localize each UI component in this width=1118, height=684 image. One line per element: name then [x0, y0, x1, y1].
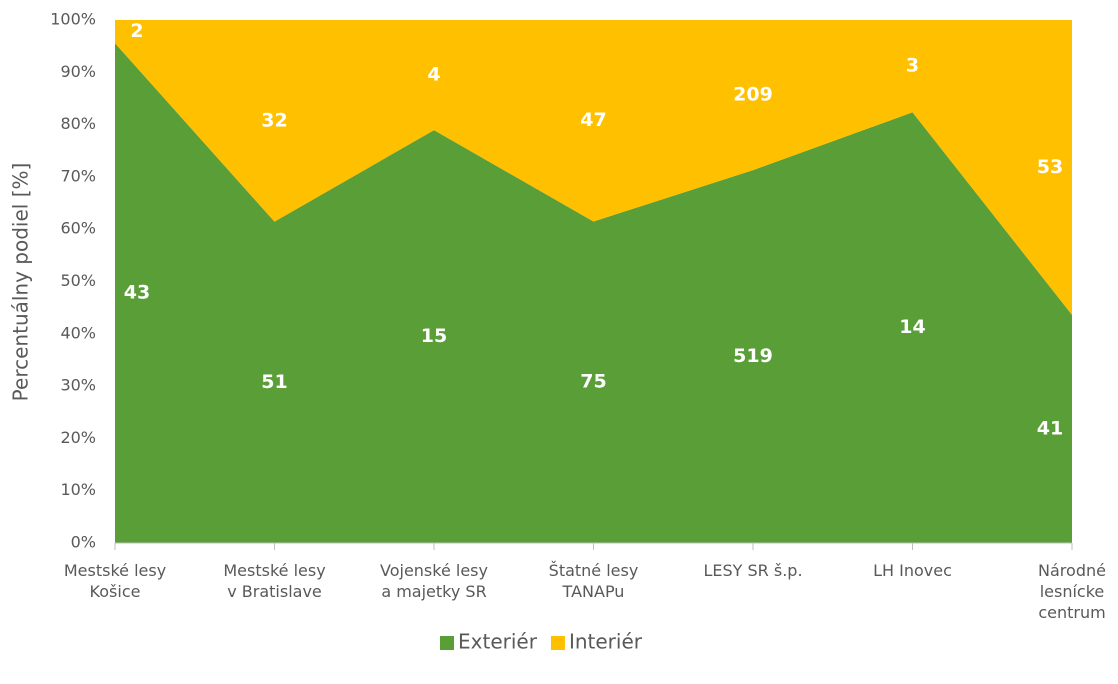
data-label: 2: [130, 20, 143, 42]
y-tick-label: 20%: [60, 428, 96, 447]
legend-label: Exteriér: [458, 630, 538, 654]
y-tick-label: 40%: [60, 323, 96, 342]
y-tick-label: 10%: [60, 480, 96, 499]
data-label: 75: [580, 371, 606, 393]
data-label: 43: [124, 282, 150, 304]
x-tick-label: LESY SR š.p.: [703, 561, 803, 580]
y-tick-label: 60%: [60, 219, 96, 238]
y-tick-label: 30%: [60, 376, 96, 395]
y-tick-label: 50%: [60, 271, 96, 290]
data-label: 14: [899, 316, 925, 338]
data-label: 15: [421, 325, 447, 347]
x-tick-label: Štatné lesy TANAPu: [548, 561, 639, 601]
data-label: 209: [733, 84, 773, 106]
legend-swatch: [440, 636, 454, 650]
data-label: 53: [1037, 156, 1063, 178]
y-tick-label: 80%: [60, 114, 96, 133]
data-label: 51: [261, 371, 287, 393]
y-tick-label: 0%: [71, 533, 96, 552]
x-tick-label: Mestské lesy v Bratislave: [223, 561, 326, 601]
y-tick-label: 70%: [60, 166, 96, 185]
legend-label: Interiér: [569, 630, 643, 654]
data-label: 41: [1037, 417, 1063, 439]
x-tick-label: Vojenské lesy a majetky SR: [380, 561, 488, 601]
area: [115, 43, 1072, 543]
y-axis-title: Percentuálny podiel [%]: [9, 163, 33, 402]
data-label: 32: [261, 109, 287, 131]
data-label: 4: [427, 64, 440, 86]
x-tick-label: Národné lesnícke centrum: [1038, 561, 1106, 622]
legend-swatch: [550, 636, 565, 650]
data-label: 3: [906, 55, 919, 77]
y-tick-label: 90%: [60, 62, 96, 81]
data-label: 47: [580, 109, 606, 131]
x-tick-label: Mestské lesy Košice: [63, 561, 167, 601]
y-tick-label: 100%: [50, 10, 96, 29]
area: [115, 20, 1072, 315]
data-label: 519: [733, 345, 773, 367]
x-tick-label: LH Inovec: [873, 561, 952, 580]
